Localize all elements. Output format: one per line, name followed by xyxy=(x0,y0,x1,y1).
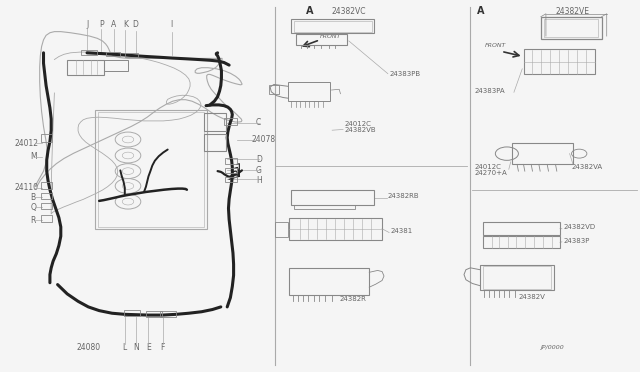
Text: D: D xyxy=(132,20,139,29)
Bar xyxy=(98,112,204,227)
Text: 24382VE: 24382VE xyxy=(556,7,590,16)
Text: H: H xyxy=(256,176,262,185)
Text: A: A xyxy=(111,20,116,29)
Text: E: E xyxy=(146,343,151,352)
Text: 24110: 24110 xyxy=(14,183,38,192)
Text: 24383PA: 24383PA xyxy=(475,88,506,94)
Text: 24383P: 24383P xyxy=(563,238,589,244)
Text: I: I xyxy=(170,20,173,29)
Bar xyxy=(106,52,120,56)
Text: F: F xyxy=(161,343,164,352)
Text: B: B xyxy=(31,193,36,202)
Bar xyxy=(41,193,52,199)
Text: 24078: 24078 xyxy=(252,135,276,144)
Bar xyxy=(544,19,598,37)
Text: C: C xyxy=(256,118,261,127)
Bar xyxy=(289,268,369,295)
Text: A: A xyxy=(306,6,314,16)
Text: 24382VA: 24382VA xyxy=(572,164,603,170)
Bar xyxy=(41,134,52,142)
Bar xyxy=(483,236,560,248)
Text: 24382VD: 24382VD xyxy=(563,224,595,230)
Text: 24382VB: 24382VB xyxy=(344,128,376,134)
Text: FRONT: FRONT xyxy=(484,43,506,48)
Text: 24012: 24012 xyxy=(14,139,38,148)
Bar xyxy=(160,311,176,317)
Bar xyxy=(289,218,382,240)
Bar xyxy=(541,17,602,39)
Text: FRONT: FRONT xyxy=(320,34,341,39)
Text: L: L xyxy=(123,343,127,352)
Text: M: M xyxy=(31,153,37,161)
Text: 24382V: 24382V xyxy=(518,295,545,301)
Bar xyxy=(288,82,330,101)
Text: Q: Q xyxy=(31,203,36,212)
Text: 24382VC: 24382VC xyxy=(332,7,366,16)
Bar xyxy=(124,310,140,316)
Text: 24012C: 24012C xyxy=(344,121,371,127)
Bar xyxy=(480,265,554,290)
Bar xyxy=(225,158,237,164)
Text: A: A xyxy=(477,6,484,16)
Text: R: R xyxy=(31,216,36,225)
Bar xyxy=(81,50,97,55)
Bar xyxy=(41,182,52,189)
Bar xyxy=(294,21,372,32)
Bar xyxy=(67,60,104,75)
Bar xyxy=(291,19,374,33)
Text: D: D xyxy=(256,155,262,164)
Bar xyxy=(41,203,52,209)
Bar xyxy=(296,34,347,45)
Text: 24381: 24381 xyxy=(390,228,413,234)
Bar xyxy=(269,85,279,94)
Bar xyxy=(512,143,573,164)
Bar xyxy=(483,222,560,235)
Text: 24012C: 24012C xyxy=(475,164,502,170)
Bar xyxy=(95,110,207,229)
Bar xyxy=(41,215,52,222)
Text: 24270+A: 24270+A xyxy=(475,170,508,176)
Text: 24382R: 24382R xyxy=(339,296,366,302)
Bar xyxy=(224,118,237,125)
Bar xyxy=(524,49,595,74)
Bar xyxy=(291,190,374,205)
Bar xyxy=(146,311,162,317)
Bar xyxy=(104,60,128,71)
Text: P: P xyxy=(99,20,104,29)
Text: JP/0000: JP/0000 xyxy=(540,345,564,350)
Text: 24382RB: 24382RB xyxy=(388,193,419,199)
Text: G: G xyxy=(256,166,262,174)
Text: K: K xyxy=(123,20,128,29)
Text: N: N xyxy=(134,343,139,352)
Bar xyxy=(275,222,288,237)
Bar xyxy=(483,266,551,289)
Bar xyxy=(204,113,226,131)
Bar xyxy=(225,168,237,173)
Text: 24080: 24080 xyxy=(76,343,100,352)
Text: 24383PB: 24383PB xyxy=(389,71,420,77)
Text: J: J xyxy=(86,20,88,29)
Bar xyxy=(125,53,138,57)
Bar xyxy=(294,205,355,209)
Bar xyxy=(225,177,237,182)
Bar xyxy=(204,134,226,151)
